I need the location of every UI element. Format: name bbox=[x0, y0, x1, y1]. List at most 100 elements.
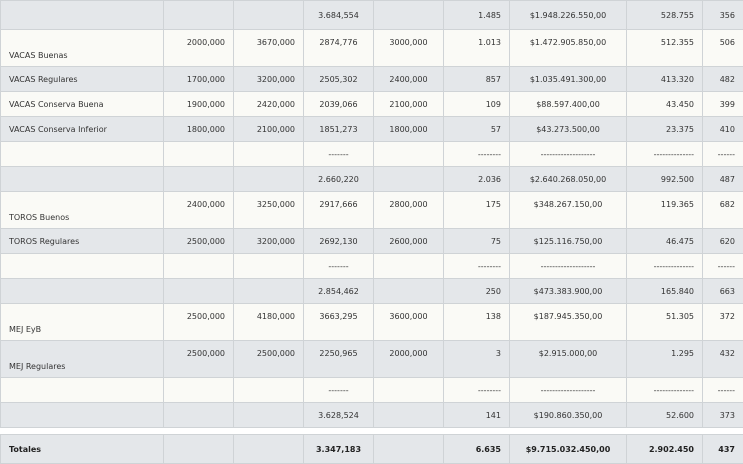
kilos-cell: 23.375 bbox=[627, 117, 703, 142]
max-price-cell: 3670,000 bbox=[234, 30, 304, 67]
table-row: TOROS Regulares 2500,000 3200,000 2692,1… bbox=[1, 229, 743, 254]
amount-cell: ------------------- bbox=[510, 142, 627, 167]
category-cell: VACAS Regulares bbox=[1, 67, 164, 92]
ref-weight-cell: 1800,000 bbox=[374, 117, 444, 142]
category-cell bbox=[1, 142, 164, 167]
min-price-cell: 2500,000 bbox=[164, 341, 234, 378]
min-price-cell bbox=[164, 403, 234, 428]
price-cell: ------ bbox=[703, 254, 743, 279]
head-count-cell: -------- bbox=[444, 142, 510, 167]
subtotal-row: 2.854,462 250 $473.383.900,00 165.840 66… bbox=[1, 279, 743, 304]
category-cell bbox=[1, 403, 164, 428]
head-count-cell: 1.013 bbox=[444, 30, 510, 67]
category-cell: MEJ Regulares bbox=[1, 341, 164, 378]
price-cell: ------ bbox=[703, 378, 743, 403]
avg-weight-cell: 2.854,462 bbox=[304, 279, 374, 304]
amount-cell: $88.597.400,00 bbox=[510, 92, 627, 117]
ref-weight-cell: 2600,000 bbox=[374, 229, 444, 254]
amount-cell: $348.267.150,00 bbox=[510, 192, 627, 229]
category-cell: TOROS Buenos bbox=[1, 192, 164, 229]
avg-weight-cell: 2.660,220 bbox=[304, 167, 374, 192]
subtotal-row: 2.660,220 2.036 $2.640.268.050,00 992.50… bbox=[1, 167, 743, 192]
category-cell bbox=[1, 279, 164, 304]
ref-weight-cell: 2100,000 bbox=[374, 92, 444, 117]
head-count-cell: 1.485 bbox=[444, 1, 510, 30]
max-price-cell: 3250,000 bbox=[234, 192, 304, 229]
table-row: VACAS Buenas 2000,000 3670,000 2874,776 … bbox=[1, 30, 743, 67]
price-cell: 620 bbox=[703, 229, 743, 254]
amount-cell: $2.640.268.050,00 bbox=[510, 167, 627, 192]
min-price-cell: 2500,000 bbox=[164, 304, 234, 341]
kilos-cell: -------------- bbox=[627, 378, 703, 403]
min-price-cell: 2500,000 bbox=[164, 229, 234, 254]
table-row: VACAS Regulares 1700,000 3200,000 2505,3… bbox=[1, 67, 743, 92]
category-cell: VACAS Conserva Buena bbox=[1, 92, 164, 117]
kilos-cell: 119.365 bbox=[627, 192, 703, 229]
kilos-cell: 43.450 bbox=[627, 92, 703, 117]
price-cell: 487 bbox=[703, 167, 743, 192]
avg-weight-cell: 3.684,554 bbox=[304, 1, 374, 30]
price-cell: 373 bbox=[703, 403, 743, 428]
min-price-cell bbox=[164, 435, 234, 464]
price-cell: 482 bbox=[703, 67, 743, 92]
head-count-cell: 57 bbox=[444, 117, 510, 142]
min-price-cell bbox=[164, 279, 234, 304]
ref-weight-cell bbox=[374, 279, 444, 304]
kilos-cell: 528.755 bbox=[627, 1, 703, 30]
kilos-cell: 46.475 bbox=[627, 229, 703, 254]
amount-cell: $473.383.900,00 bbox=[510, 279, 627, 304]
amount-cell: ------------------- bbox=[510, 254, 627, 279]
min-price-cell: 1800,000 bbox=[164, 117, 234, 142]
max-price-cell bbox=[234, 403, 304, 428]
ref-weight-cell bbox=[374, 378, 444, 403]
avg-weight-cell: 2505,302 bbox=[304, 67, 374, 92]
min-price-cell bbox=[164, 142, 234, 167]
max-price-cell bbox=[234, 279, 304, 304]
separator-row: ------- -------- ------------------- ---… bbox=[1, 378, 743, 403]
min-price-cell bbox=[164, 167, 234, 192]
max-price-cell: 2420,000 bbox=[234, 92, 304, 117]
amount-cell: $1.472.905.850,00 bbox=[510, 30, 627, 67]
amount-cell: $2.915.000,00 bbox=[510, 341, 627, 378]
price-cell: 437 bbox=[703, 435, 743, 464]
min-price-cell: 1900,000 bbox=[164, 92, 234, 117]
ref-weight-cell: 2000,000 bbox=[374, 341, 444, 378]
head-count-cell: 2.036 bbox=[444, 167, 510, 192]
spacer-row bbox=[1, 428, 743, 435]
kilos-cell: -------------- bbox=[627, 254, 703, 279]
separator-row: ------- -------- ------------------- ---… bbox=[1, 142, 743, 167]
avg-weight-cell: 3.347,183 bbox=[304, 435, 374, 464]
category-cell bbox=[1, 167, 164, 192]
ref-weight-cell bbox=[374, 167, 444, 192]
price-cell: 682 bbox=[703, 192, 743, 229]
kilos-cell: 1.295 bbox=[627, 341, 703, 378]
avg-weight-cell: ------- bbox=[304, 254, 374, 279]
max-price-cell: 3200,000 bbox=[234, 229, 304, 254]
max-price-cell bbox=[234, 167, 304, 192]
ref-weight-cell: 3600,000 bbox=[374, 304, 444, 341]
kilos-cell: 165.840 bbox=[627, 279, 703, 304]
min-price-cell: 2400,000 bbox=[164, 192, 234, 229]
amount-cell: $1.948.226.550,00 bbox=[510, 1, 627, 30]
price-cell: 663 bbox=[703, 279, 743, 304]
head-count-cell: -------- bbox=[444, 254, 510, 279]
category-cell: VACAS Buenas bbox=[1, 30, 164, 67]
avg-weight-cell: 2692,130 bbox=[304, 229, 374, 254]
table-row: 3.684,554 1.485 $1.948.226.550,00 528.75… bbox=[1, 1, 743, 30]
head-count-cell: 3 bbox=[444, 341, 510, 378]
ref-weight-cell bbox=[374, 254, 444, 279]
category-cell bbox=[1, 1, 164, 30]
table-row: MEJ Regulares 2500,000 2500,000 2250,965… bbox=[1, 341, 743, 378]
head-count-cell: 6.635 bbox=[444, 435, 510, 464]
category-cell bbox=[1, 378, 164, 403]
category-cell: VACAS Conserva Inferior bbox=[1, 117, 164, 142]
price-cell: 432 bbox=[703, 341, 743, 378]
table-row: VACAS Conserva Inferior 1800,000 2100,00… bbox=[1, 117, 743, 142]
head-count-cell: 141 bbox=[444, 403, 510, 428]
amount-cell: $1.035.491.300,00 bbox=[510, 67, 627, 92]
table-row: VACAS Conserva Buena 1900,000 2420,000 2… bbox=[1, 92, 743, 117]
avg-weight-cell: 3.628,524 bbox=[304, 403, 374, 428]
category-cell: TOROS Regulares bbox=[1, 229, 164, 254]
ref-weight-cell bbox=[374, 142, 444, 167]
